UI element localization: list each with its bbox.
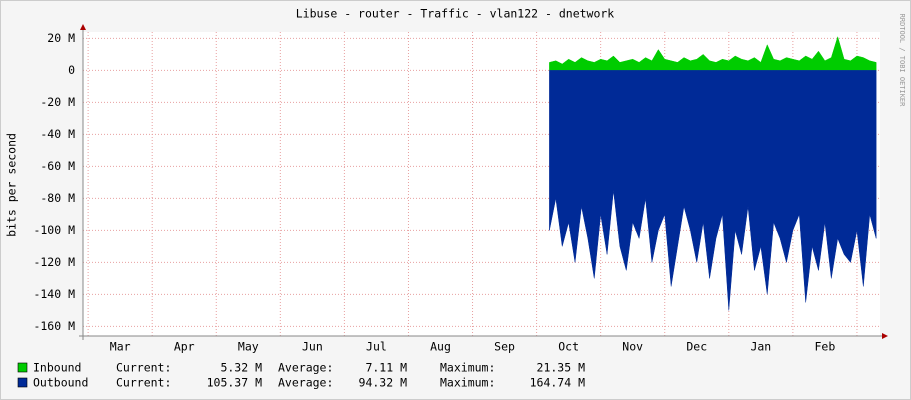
y-tick-label: -20 M [40,95,75,109]
x-tick-label: Jul [366,340,387,354]
legend-stat-value: 21.35 M [537,361,586,375]
y-axis-arrow [80,24,86,30]
x-tick-label: May [238,340,259,354]
legend-stat-value: 94.32 M [359,376,408,390]
y-tick-label: -80 M [40,191,75,205]
legend-label: Inbound [33,361,81,375]
x-tick-label: Mar [110,340,131,354]
legend-stat-value: 164.74 M [530,376,585,390]
y-tick-label: 20 M [47,31,75,45]
area [549,35,877,71]
area [549,70,877,311]
x-tick-label: Dec [686,340,707,354]
y-tick-label: -40 M [40,127,75,141]
x-tick-label: Jun [302,340,323,354]
x-tick-label: Apr [174,340,195,354]
x-tick-label: Feb [815,340,836,354]
y-axis-label: bits per second [5,133,19,237]
x-tick-label: Nov [622,340,643,354]
legend-stat-value: 7.11 M [365,361,407,375]
legend-stat-label: Maximum: [440,361,495,375]
legend-swatch [17,362,28,373]
legend-stat-label: Current: [116,361,171,375]
y-tick-label: -120 M [33,255,75,269]
chart-title: Libuse - router - Traffic - vlan122 - dn… [296,7,615,21]
y-tick-label: 0 [68,63,75,77]
y-tick-label: -140 M [33,287,75,301]
watermark: RRDTOOL / TOBI OETIKER [898,14,906,108]
legend-stat-value: 105.37 M [207,376,262,390]
y-tick-label: -160 M [33,319,75,333]
x-tick-label: Sep [494,340,515,354]
legend-swatch [17,377,28,388]
x-axis-arrow [882,333,888,339]
x-tick-label: Oct [558,340,579,354]
y-tick-label: -100 M [33,223,75,237]
legend-stat-label: Average: [278,361,333,375]
x-tick-label: Aug [430,340,451,354]
legend-label: Outbound [33,376,88,390]
legend-stat-value: 5.32 M [220,361,262,375]
legend-stat-label: Maximum: [440,376,495,390]
x-tick-label: Jan [750,340,771,354]
legend-stat-label: Average: [278,376,333,390]
legend-stat-label: Current: [116,376,171,390]
y-tick-label: -60 M [40,159,75,173]
